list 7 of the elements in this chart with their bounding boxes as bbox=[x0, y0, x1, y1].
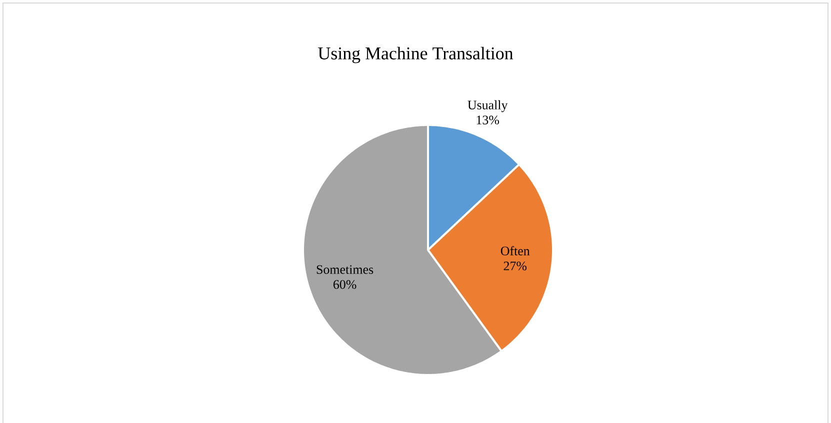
slice-label: Usually bbox=[468, 100, 508, 112]
data-label: 13% bbox=[476, 116, 500, 124]
slice-label: Sometimes bbox=[316, 265, 374, 274]
slice-label: Often bbox=[500, 246, 530, 256]
chart-title: Using Machine Transaltion bbox=[318, 46, 514, 64]
data-label: 60% bbox=[333, 280, 356, 289]
data-label: 27% bbox=[504, 262, 527, 270]
